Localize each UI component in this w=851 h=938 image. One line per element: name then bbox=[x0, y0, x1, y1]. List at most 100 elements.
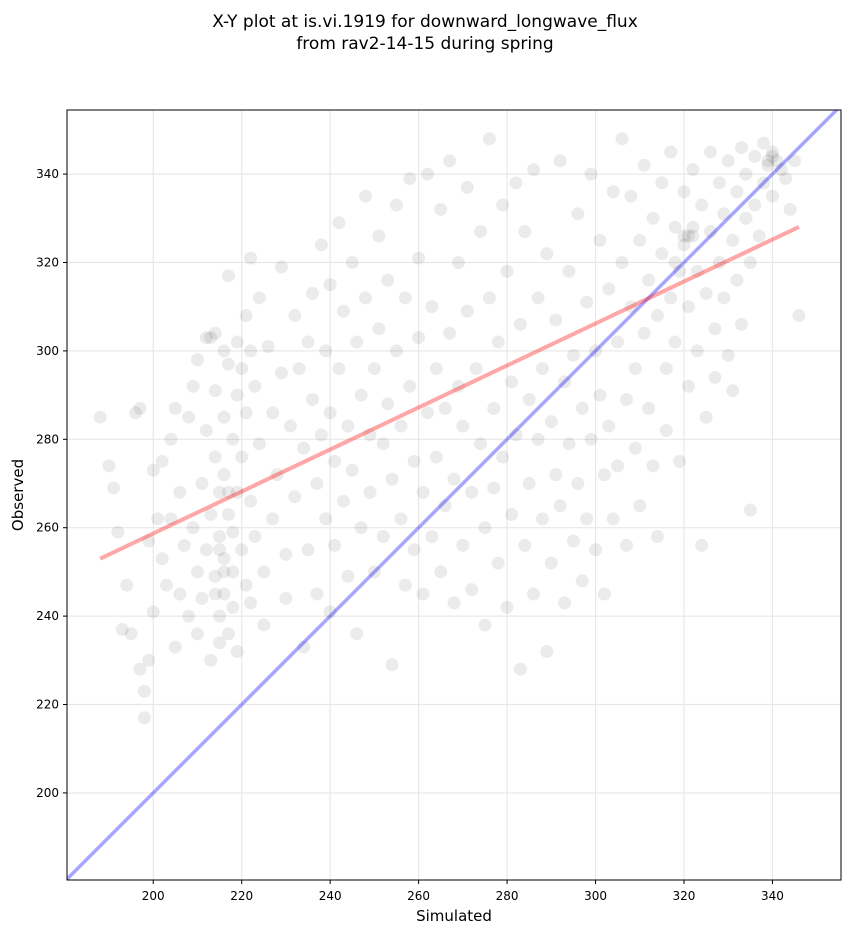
data-point bbox=[527, 163, 541, 177]
data-point bbox=[602, 282, 616, 296]
data-point bbox=[443, 154, 457, 168]
data-point bbox=[416, 587, 430, 601]
data-point bbox=[619, 538, 633, 552]
data-point bbox=[642, 401, 656, 415]
data-point bbox=[336, 304, 350, 318]
x-tick-label: 280 bbox=[496, 889, 519, 903]
data-point bbox=[469, 362, 483, 376]
data-point bbox=[164, 432, 178, 446]
data-point bbox=[496, 450, 510, 464]
data-point bbox=[403, 172, 417, 186]
data-point bbox=[509, 176, 523, 190]
data-point bbox=[385, 472, 399, 486]
data-point bbox=[204, 331, 218, 345]
data-point bbox=[257, 618, 271, 632]
data-point bbox=[354, 521, 368, 535]
data-point bbox=[531, 291, 545, 305]
data-point bbox=[474, 225, 488, 239]
data-point bbox=[571, 477, 585, 491]
data-point bbox=[133, 662, 147, 676]
data-point bbox=[584, 167, 598, 181]
data-point bbox=[390, 344, 404, 358]
data-point bbox=[677, 185, 691, 199]
data-point bbox=[615, 132, 629, 146]
data-point bbox=[518, 225, 532, 239]
data-point bbox=[513, 317, 527, 331]
data-point bbox=[244, 494, 258, 508]
data-point bbox=[668, 220, 682, 234]
data-point bbox=[447, 472, 461, 486]
data-point bbox=[102, 459, 116, 473]
data-point bbox=[504, 507, 518, 521]
data-point bbox=[690, 264, 704, 278]
data-point bbox=[319, 344, 333, 358]
data-point bbox=[553, 499, 567, 513]
data-point bbox=[549, 313, 563, 327]
data-point bbox=[451, 255, 465, 269]
data-point bbox=[155, 454, 169, 468]
data-point bbox=[558, 375, 572, 389]
y-tick-label: 340 bbox=[36, 167, 59, 181]
data-point bbox=[301, 543, 315, 557]
data-point bbox=[208, 450, 222, 464]
data-point bbox=[637, 326, 651, 340]
data-point bbox=[376, 530, 390, 544]
data-point bbox=[681, 300, 695, 314]
data-point bbox=[398, 291, 412, 305]
data-point bbox=[438, 499, 452, 513]
data-point bbox=[673, 454, 687, 468]
data-point bbox=[451, 379, 465, 393]
data-point bbox=[350, 627, 364, 641]
data-point bbox=[655, 247, 669, 261]
data-point bbox=[354, 388, 368, 402]
data-point bbox=[275, 260, 289, 274]
data-point bbox=[199, 423, 213, 437]
data-point bbox=[137, 711, 151, 725]
data-point bbox=[257, 565, 271, 579]
data-point bbox=[460, 304, 474, 318]
data-point bbox=[155, 552, 169, 566]
y-tick-label: 320 bbox=[36, 255, 59, 269]
data-point bbox=[575, 401, 589, 415]
data-point bbox=[332, 362, 346, 376]
data-point bbox=[734, 141, 748, 155]
data-point bbox=[328, 538, 342, 552]
data-point bbox=[288, 490, 302, 504]
reference-lines bbox=[67, 110, 840, 880]
data-point bbox=[221, 485, 235, 499]
data-point bbox=[235, 362, 249, 376]
data-point bbox=[420, 406, 434, 420]
data-point bbox=[385, 658, 399, 672]
data-point bbox=[106, 481, 120, 495]
data-point bbox=[513, 662, 527, 676]
data-point bbox=[208, 384, 222, 398]
data-point bbox=[544, 556, 558, 570]
data-point bbox=[204, 653, 218, 667]
data-point bbox=[708, 322, 722, 336]
data-point bbox=[226, 525, 240, 539]
data-point bbox=[465, 485, 479, 499]
data-point bbox=[390, 198, 404, 212]
data-point bbox=[788, 154, 802, 168]
data-point bbox=[279, 591, 293, 605]
data-point bbox=[646, 211, 660, 225]
data-point bbox=[434, 202, 448, 216]
data-point bbox=[580, 295, 594, 309]
data-point bbox=[146, 463, 160, 477]
data-point bbox=[743, 255, 757, 269]
data-point bbox=[664, 291, 678, 305]
data-point bbox=[367, 565, 381, 579]
data-point bbox=[566, 534, 580, 548]
data-point bbox=[345, 463, 359, 477]
data-point bbox=[323, 406, 337, 420]
data-point bbox=[681, 229, 695, 243]
x-tick-label: 240 bbox=[319, 889, 342, 903]
x-tick-label: 220 bbox=[230, 889, 253, 903]
data-point bbox=[239, 578, 253, 592]
data-point bbox=[314, 428, 328, 442]
data-point bbox=[217, 410, 231, 424]
data-point bbox=[341, 569, 355, 583]
data-point bbox=[190, 627, 204, 641]
